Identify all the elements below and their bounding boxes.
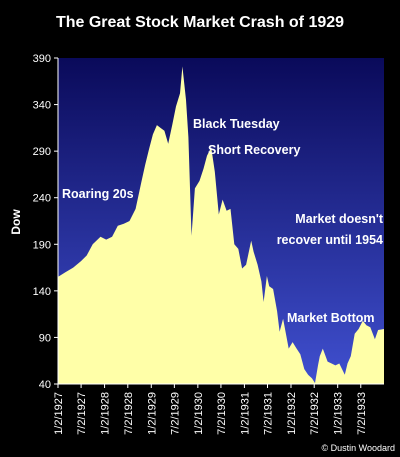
y-tick-label: 290 <box>33 146 51 158</box>
y-axis-ticks: 40 90 140 190 240 290 340 390 <box>33 53 58 391</box>
annotation-market-bottom: Market Bottom <box>287 311 375 325</box>
x-tick-label: 7/2/1932 <box>309 392 321 435</box>
y-tick-label: 40 <box>39 379 51 391</box>
y-tick-label: 190 <box>33 239 51 251</box>
annotation-roaring-20s: Roaring 20s <box>62 187 134 201</box>
y-tick-label: 340 <box>33 100 51 112</box>
x-tick-label: 1/2/1932 <box>286 392 298 435</box>
x-tick-label: 1/2/1927 <box>53 392 65 435</box>
annotation-no-recovery: Market doesn't recover until 1954 <box>277 212 384 247</box>
dow-area-series <box>58 66 384 385</box>
credit-text: © Dustin Woodard <box>322 443 396 453</box>
annotations: Roaring 20s Black Tuesday Short Recovery… <box>62 117 384 325</box>
x-tick-label: 1/2/1930 <box>193 392 205 435</box>
y-axis-label: Dow <box>9 209 23 235</box>
x-tick-label: 7/2/1933 <box>356 392 368 435</box>
x-axis-ticks: 1/2/1927 7/2/1927 1/2/1928 7/2/1928 1/2/1929… <box>53 384 368 435</box>
y-tick-label: 140 <box>33 286 51 298</box>
chart-title: The Great Stock Market Crash of 1929 <box>56 14 344 31</box>
x-tick-label: 7/2/1927 <box>76 392 88 435</box>
x-tick-label: 7/2/1931 <box>263 392 275 435</box>
x-tick-label: 1/2/1929 <box>146 392 158 435</box>
annotation-short-recovery: Short Recovery <box>208 143 300 157</box>
annotation-black-tuesday: Black Tuesday <box>193 117 280 131</box>
x-tick-label: 1/2/1931 <box>239 392 251 435</box>
x-tick-label: 7/2/1929 <box>169 392 181 435</box>
x-tick-label: 7/2/1930 <box>216 392 228 435</box>
y-tick-label: 390 <box>33 53 51 65</box>
x-tick-label: 7/2/1928 <box>123 392 135 435</box>
y-tick-label: 240 <box>33 193 51 205</box>
x-tick-label: 1/2/1928 <box>100 392 112 435</box>
y-tick-label: 90 <box>39 332 51 344</box>
x-tick-label: 1/2/1933 <box>333 392 345 435</box>
